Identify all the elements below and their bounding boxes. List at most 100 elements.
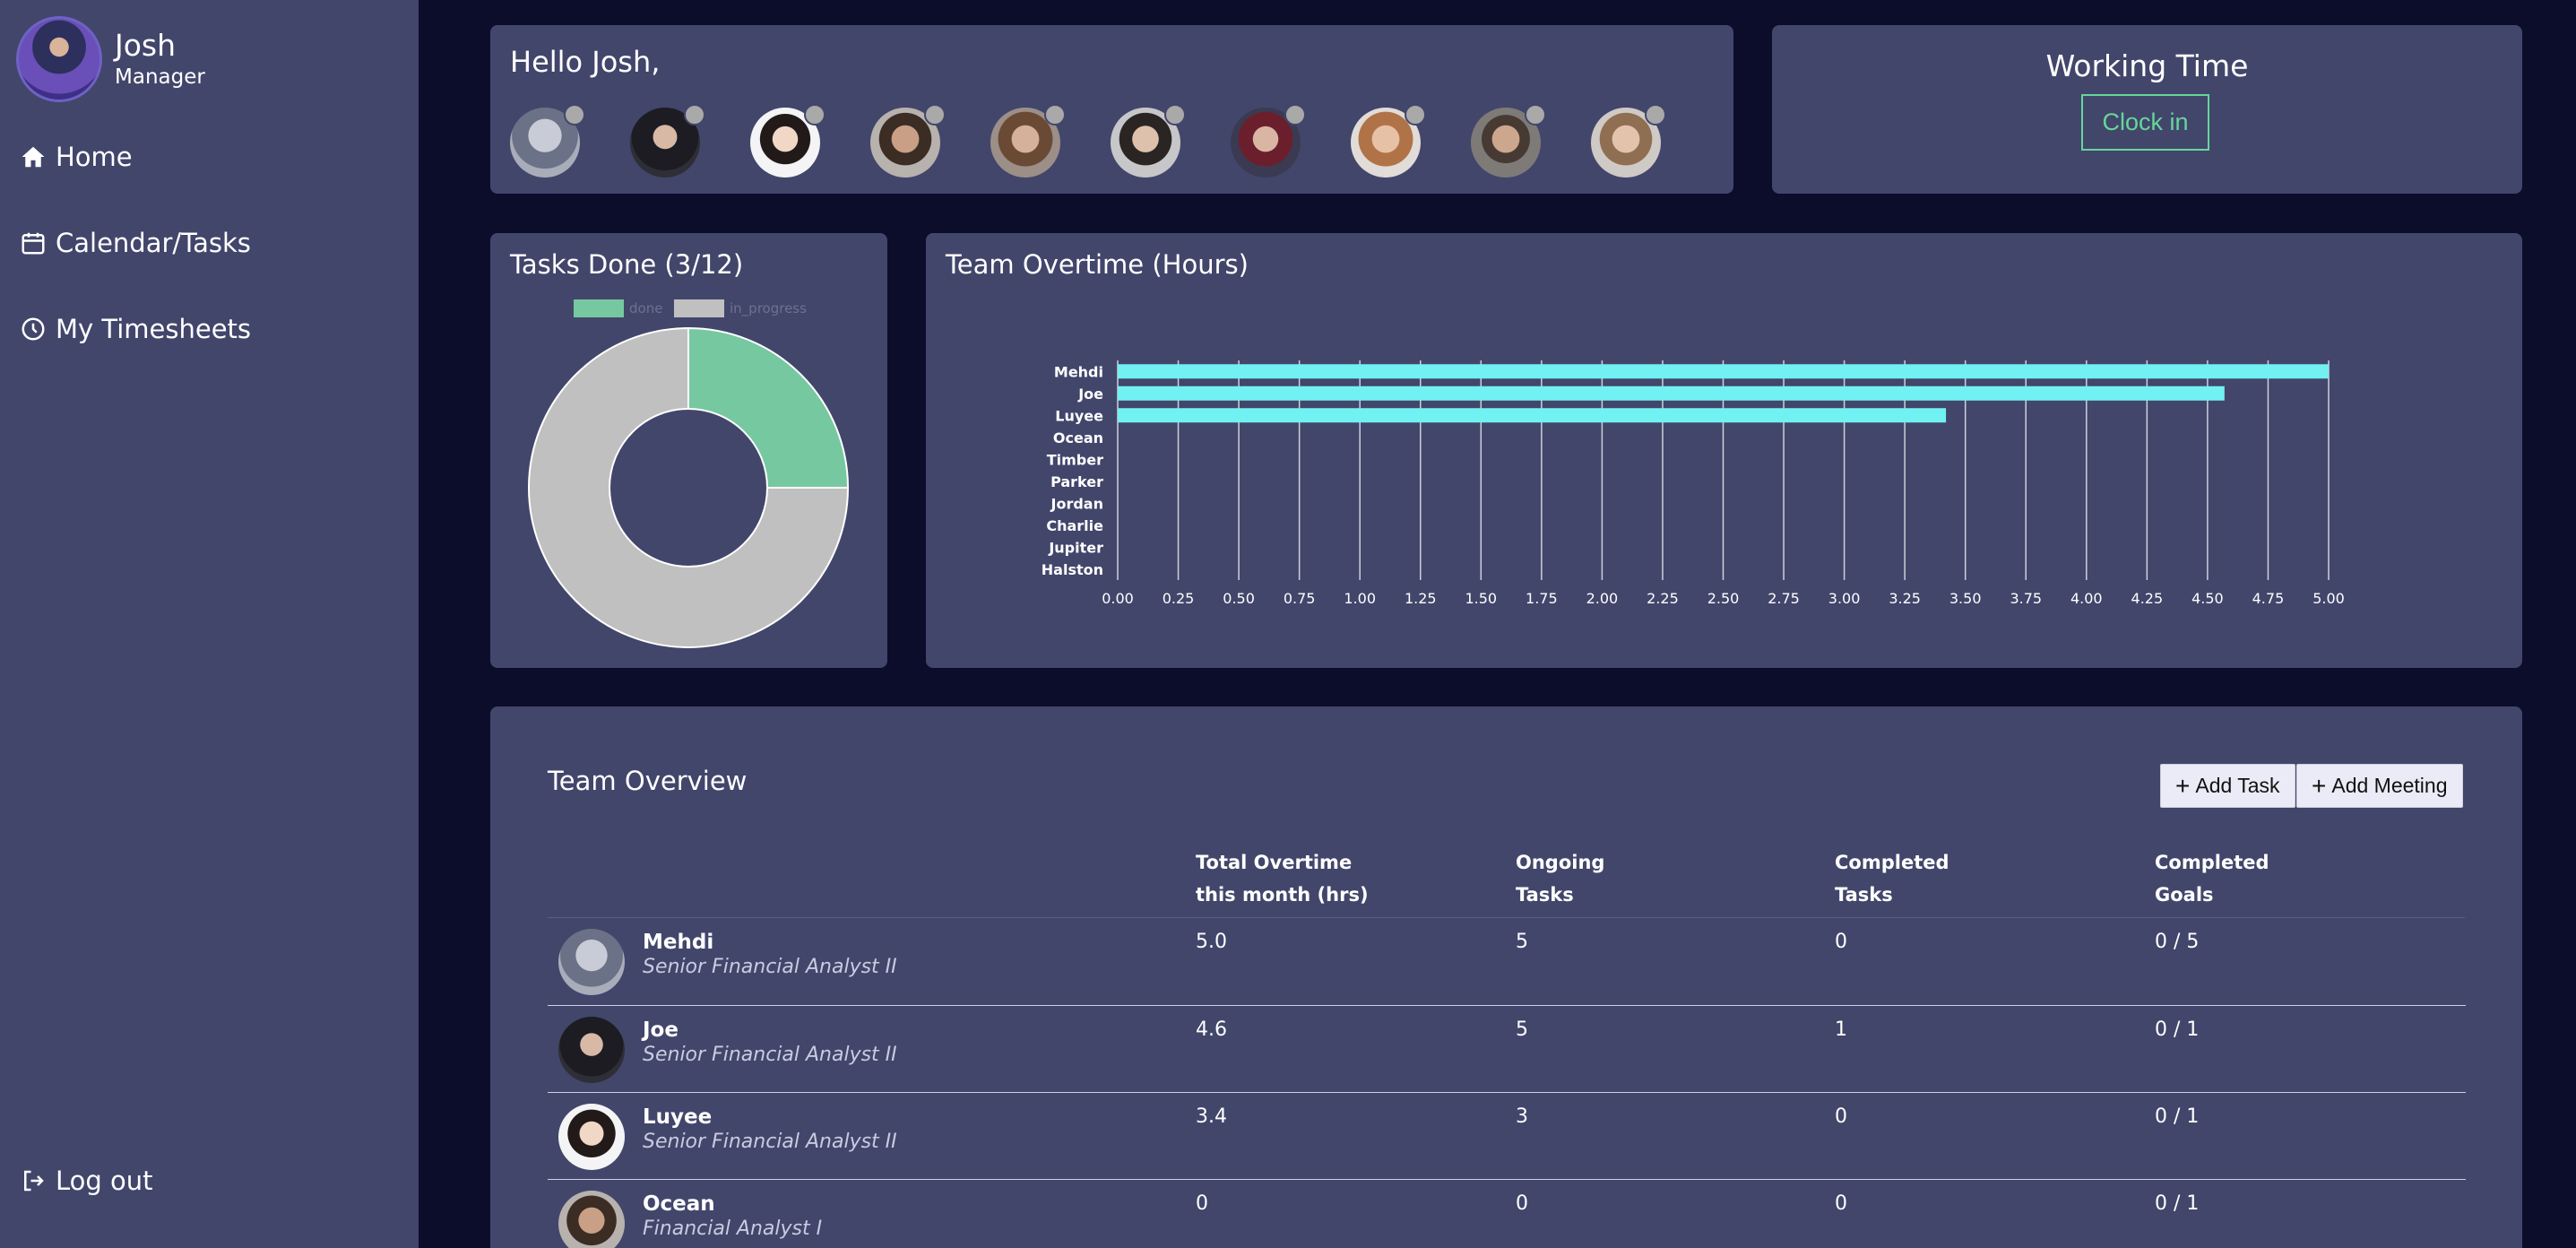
bar-luyee[interactable] <box>1118 408 1947 423</box>
x-tick-label: 3.00 <box>1828 590 1861 607</box>
nav-home[interactable]: Home <box>20 142 133 172</box>
team-member-avatar[interactable] <box>1591 104 1666 178</box>
team-member-avatar[interactable] <box>870 104 946 178</box>
cell-ongoing: 5 <box>1516 931 1528 953</box>
y-tick-label: Halston <box>1042 561 1103 578</box>
cell-ongoing: 5 <box>1516 1018 1528 1041</box>
team-member-avatar[interactable] <box>1471 104 1546 178</box>
cell-goals: 0 / 1 <box>2155 1018 2200 1041</box>
tasks-done-card: Tasks Done (3/12) done in_progress <box>490 233 887 668</box>
team-member-avatar[interactable] <box>990 104 1066 178</box>
status-dot <box>1284 104 1306 126</box>
team-member-avatar[interactable] <box>750 104 826 178</box>
table-row[interactable]: Luyee Senior Financial Analyst II 3.4 3 … <box>548 1092 2466 1179</box>
status-dot <box>1044 104 1066 126</box>
y-tick-label: Joe <box>1077 386 1103 403</box>
cell-completed: 0 <box>1835 1192 1847 1215</box>
cell-overtime: 3.4 <box>1196 1105 1227 1128</box>
y-tick-label: Timber <box>1047 451 1103 468</box>
table-row[interactable]: Joe Senior Financial Analyst II 4.6 5 1 … <box>548 1005 2466 1092</box>
x-tick-label: 5.00 <box>2312 590 2345 607</box>
cell-overtime: 5.0 <box>1196 931 1227 953</box>
cell-goals: 0 / 1 <box>2155 1105 2200 1128</box>
x-tick-label: 3.50 <box>1949 590 1982 607</box>
member-avatar <box>558 1191 625 1248</box>
status-dot <box>804 104 826 126</box>
x-tick-label: 4.50 <box>2191 590 2224 607</box>
legend-in-progress-label: in_progress <box>730 300 807 316</box>
nav-calendar-tasks[interactable]: Calendar/Tasks <box>20 228 251 258</box>
team-member-avatar[interactable] <box>1231 104 1306 178</box>
cell-completed: 0 <box>1835 931 1847 953</box>
legend-in-progress[interactable]: in_progress <box>674 299 807 317</box>
x-tick-label: 4.75 <box>2252 590 2285 607</box>
logout-icon <box>24 1170 44 1192</box>
user-role: Manager <box>115 65 205 89</box>
status-dot <box>564 104 585 126</box>
team-overview-card: Team Overview + Add Task + Add Meeting T… <box>490 706 2522 1248</box>
clock-in-button[interactable]: Clock in <box>2081 94 2209 151</box>
member-name: Luyee <box>643 1105 713 1129</box>
member-title: Senior Financial Analyst II <box>643 1131 897 1153</box>
cell-ongoing: 3 <box>1516 1105 1528 1128</box>
x-tick-label: 1.25 <box>1405 590 1437 607</box>
x-tick-label: 4.00 <box>2070 590 2103 607</box>
team-member-avatar[interactable] <box>510 104 585 178</box>
status-dot <box>1164 104 1186 126</box>
member-name: Mehdi <box>643 931 714 954</box>
x-tick-label: 0.75 <box>1284 590 1316 607</box>
x-tick-label: 3.75 <box>2010 590 2042 607</box>
col-header-line: Goals <box>2155 884 2214 906</box>
logout-button[interactable]: Log out <box>20 1166 153 1196</box>
overtime-card: Team Overtime (Hours) 0.00 0.25 0.50 0.75 1.… <box>926 233 2522 668</box>
x-tick-label: 0.50 <box>1223 590 1255 607</box>
y-tick-label: Ocean <box>1053 429 1103 446</box>
user-avatar <box>16 16 102 102</box>
col-header-completed-goals: Completed Goals <box>2155 846 2269 911</box>
legend-done[interactable]: done <box>574 299 662 317</box>
overtime-bar-chart: 0.00 0.25 0.50 0.75 1.00 1.25 1.50 1.75 2.00 2.25… <box>1042 360 2345 607</box>
tasks-done-title: Tasks Done (3/12) <box>510 249 744 280</box>
x-tick-label: 3.25 <box>1889 590 1921 607</box>
nav-my-timesheets[interactable]: My Timesheets <box>20 314 251 344</box>
team-member-avatar[interactable] <box>1111 104 1186 178</box>
sidebar: Josh Manager Home Calendar/Tasks My Time… <box>0 0 419 1248</box>
logout-label: Log out <box>56 1166 153 1196</box>
y-tick-label: Luyee <box>1055 407 1103 424</box>
bar-mehdi[interactable] <box>1118 364 2329 379</box>
team-member-avatar[interactable] <box>1351 104 1426 178</box>
team-avatars <box>510 104 1711 178</box>
nav-home-label: Home <box>56 142 133 172</box>
x-tick-label: 1.50 <box>1465 590 1497 607</box>
col-header-line: Completed <box>2155 852 2269 873</box>
status-dot <box>1645 104 1666 126</box>
y-tick-label: Mehdi <box>1054 363 1103 380</box>
table-row[interactable]: Ocean Financial Analyst I 0 0 0 0 / 1 <box>548 1179 2466 1248</box>
y-tick-label: Jordan <box>1050 495 1103 512</box>
legend-done-swatch <box>574 299 624 317</box>
cell-overtime: 0 <box>1196 1192 1208 1215</box>
clock-icon <box>22 317 45 341</box>
home-icon <box>22 146 45 168</box>
add-task-button[interactable]: + Add Task <box>2160 764 2295 808</box>
y-tick-label: Jupiter <box>1048 539 1103 556</box>
status-dot <box>1405 104 1426 126</box>
member-avatar <box>558 1104 625 1170</box>
x-tick-label: 2.00 <box>1586 590 1619 607</box>
col-header-overtime: Total Overtime this month (hrs) <box>1196 846 1369 911</box>
table-row[interactable]: Mehdi Senior Financial Analyst II 5.0 5 … <box>548 918 2466 1005</box>
donut-slice-done[interactable] <box>687 326 850 489</box>
greeting-card: Hello Josh, <box>490 25 1733 194</box>
x-tick-label: 2.75 <box>1768 590 1800 607</box>
status-dot <box>924 104 946 126</box>
add-meeting-button[interactable]: + Add Meeting <box>2296 764 2463 808</box>
add-task-label: Add Task <box>2195 774 2280 797</box>
bar-joe[interactable] <box>1118 386 2225 401</box>
col-header-ongoing: Ongoing Tasks <box>1516 846 1604 911</box>
calendar-icon <box>22 232 45 255</box>
donut-slice-in_progress[interactable] <box>528 326 850 648</box>
team-member-avatar[interactable] <box>630 104 705 178</box>
x-tick-label: 1.00 <box>1344 590 1376 607</box>
plus-icon: + <box>2312 771 2327 800</box>
member-title: Senior Financial Analyst II <box>643 956 897 978</box>
